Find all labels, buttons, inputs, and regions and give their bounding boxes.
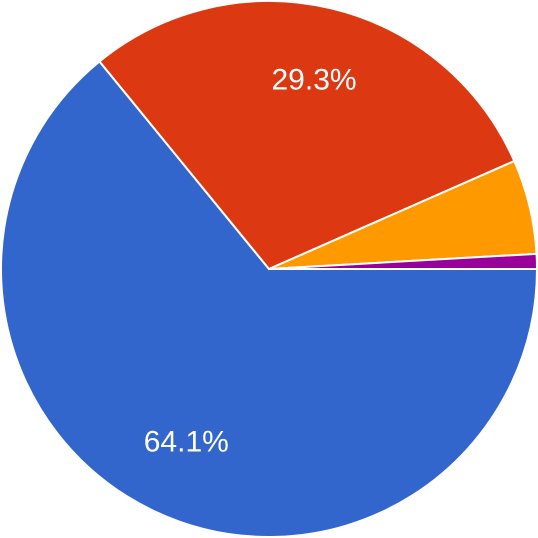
slice-label: 29.3%: [272, 63, 357, 96]
pie-slice: [268, 252, 538, 270]
pie-slice: [0, 60, 538, 538]
pie-slice: [98, 0, 516, 271]
slice-label: 64.1%: [144, 425, 229, 458]
